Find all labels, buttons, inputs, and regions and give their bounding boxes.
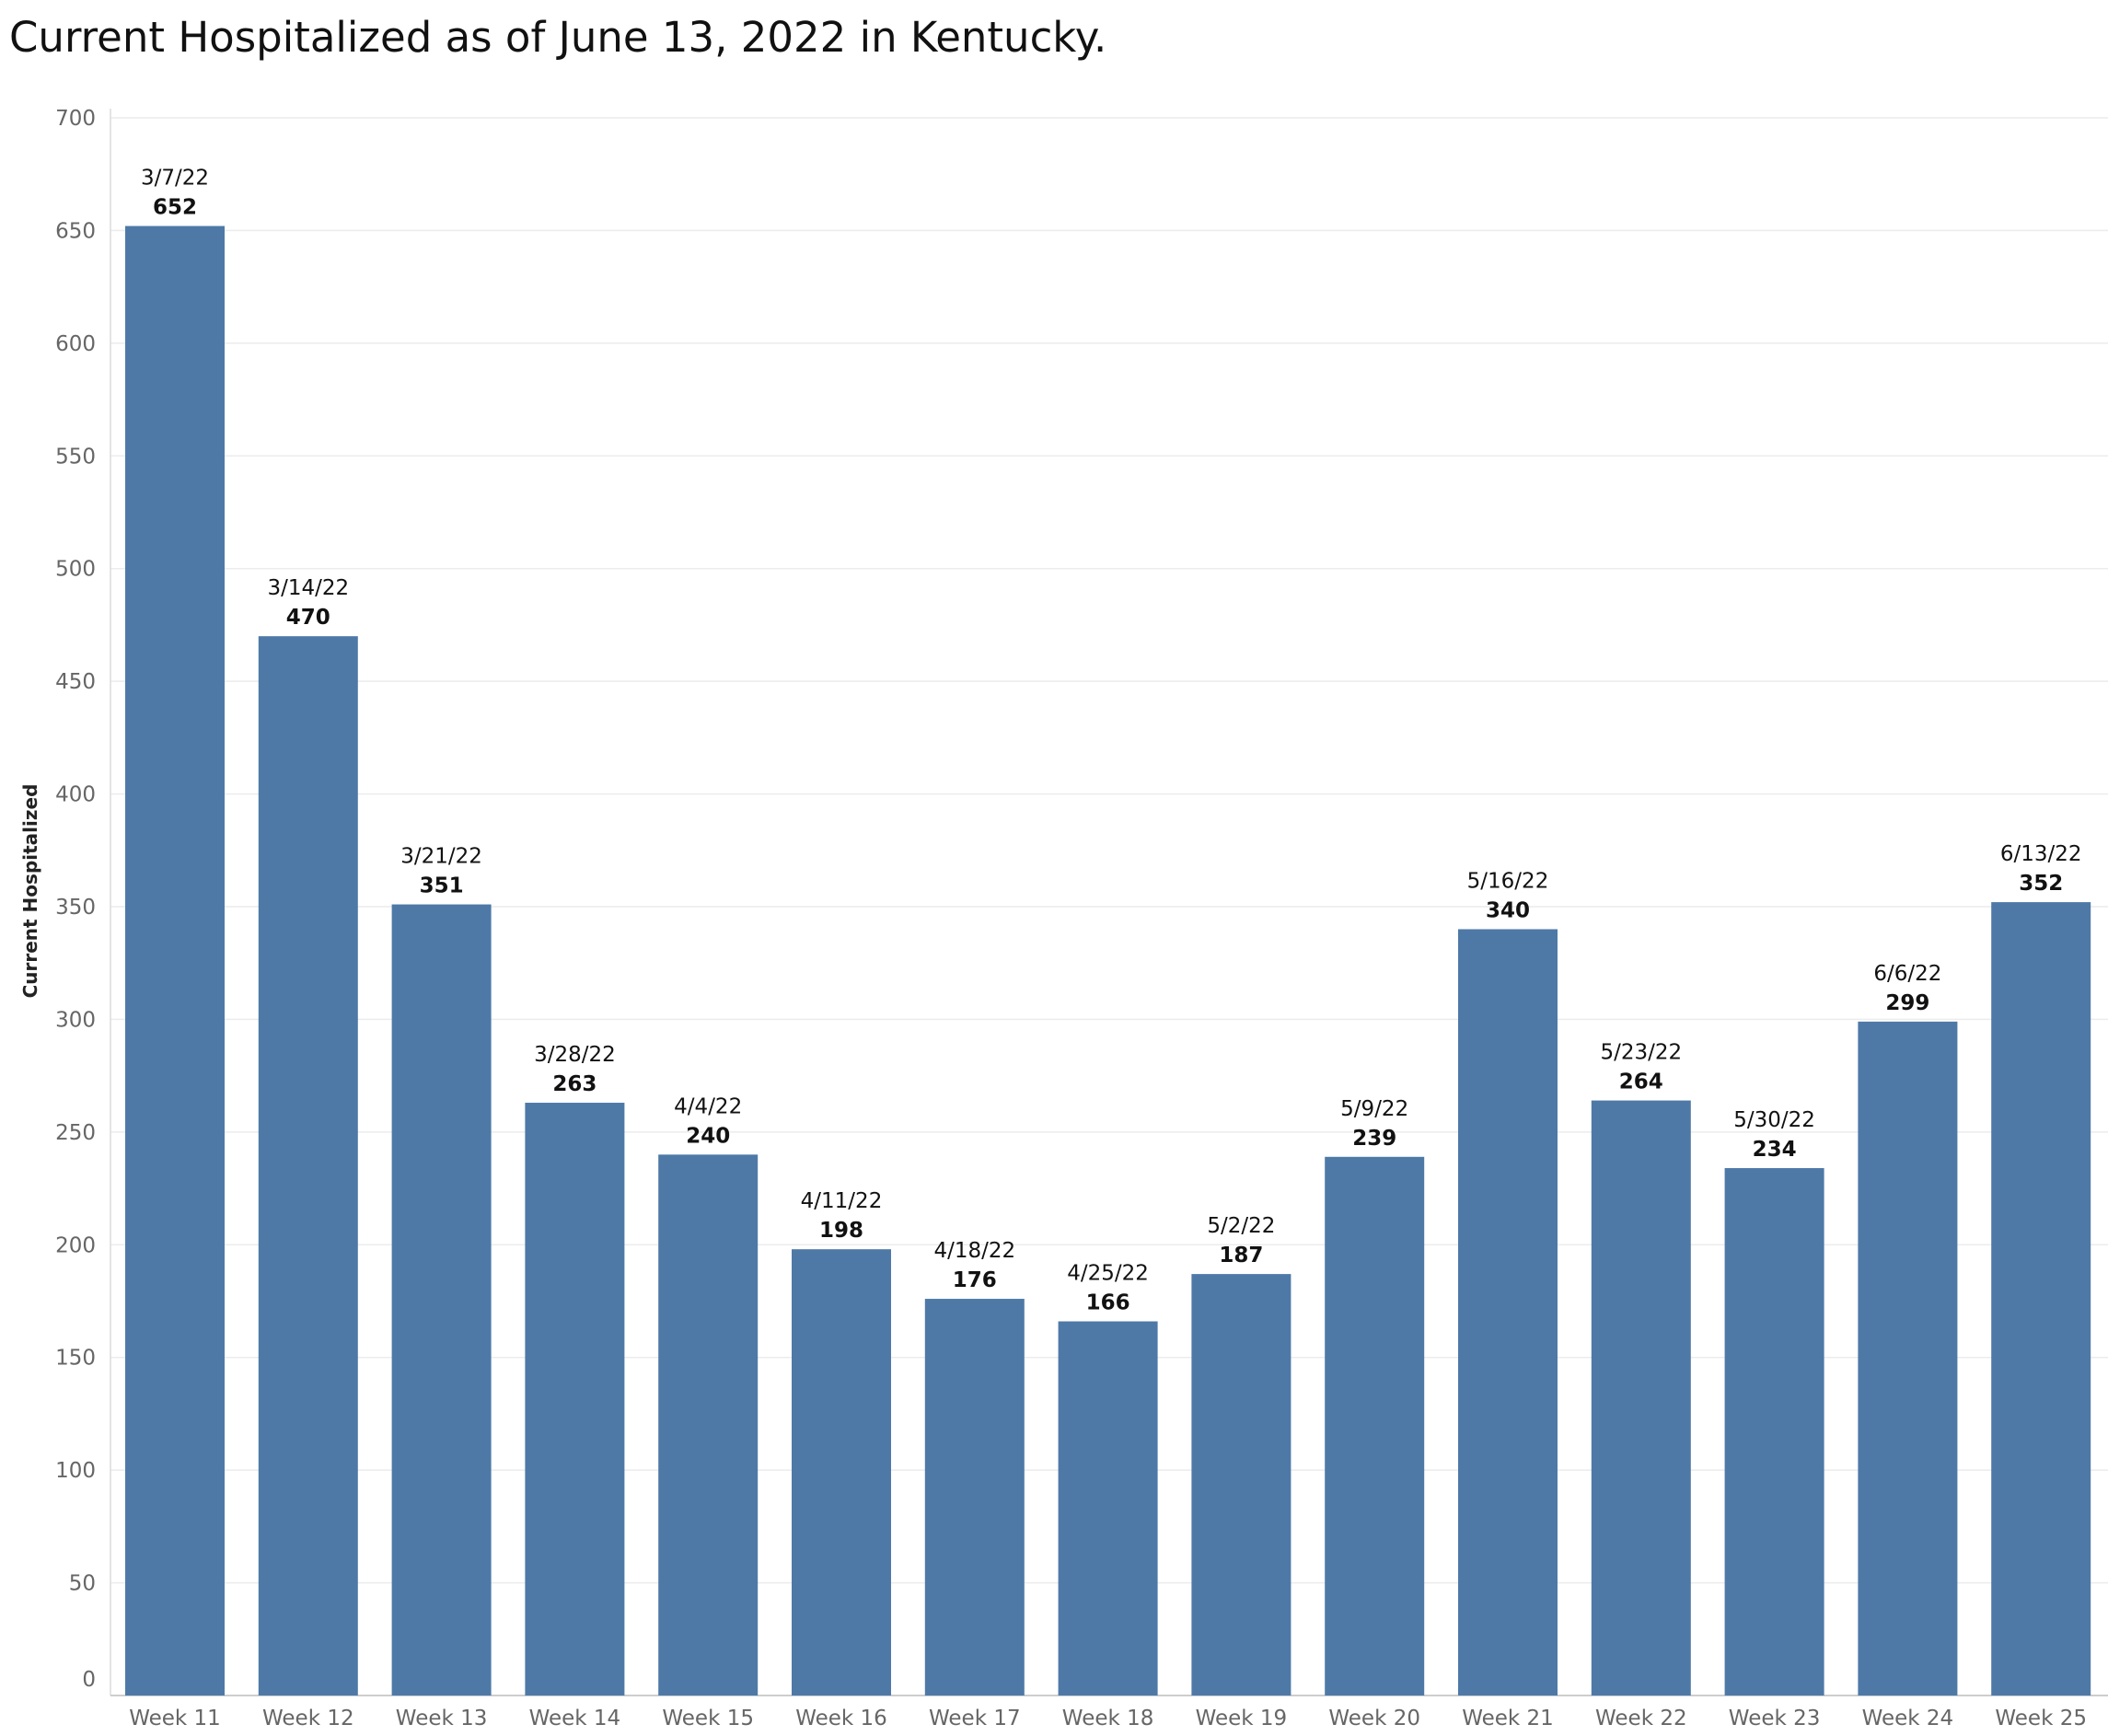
bar-value-label: 340 bbox=[1486, 898, 1530, 922]
bar-value-label: 263 bbox=[552, 1072, 596, 1096]
x-tick-label: Week 17 bbox=[929, 1707, 1021, 1730]
x-tick-label: Week 25 bbox=[1995, 1707, 2087, 1730]
bar-value-label: 264 bbox=[1619, 1071, 1663, 1094]
bar-date-label: 4/11/22 bbox=[801, 1189, 883, 1213]
y-tick-label: 650 bbox=[55, 219, 96, 243]
bar bbox=[1591, 1100, 1691, 1695]
bar-value-label: 240 bbox=[686, 1124, 730, 1148]
bar-date-label: 5/9/22 bbox=[1340, 1097, 1408, 1121]
chart-title: Current Hospitalized as of June 13, 2022… bbox=[9, 13, 1107, 62]
bar-date-label: 3/21/22 bbox=[400, 845, 482, 869]
y-tick-label: 100 bbox=[55, 1459, 96, 1483]
bar-date-label: 5/30/22 bbox=[1733, 1108, 1815, 1132]
x-tick-label: Week 13 bbox=[396, 1707, 488, 1730]
bar bbox=[1858, 1021, 1958, 1695]
bars bbox=[125, 226, 2091, 1696]
y-tick-label: 550 bbox=[55, 445, 96, 469]
bar-value-label: 198 bbox=[819, 1219, 863, 1243]
bar-value-label: 299 bbox=[1885, 991, 1929, 1015]
y-axis-title: Current Hospitalized bbox=[19, 784, 41, 999]
bar-date-label: 4/4/22 bbox=[674, 1094, 742, 1118]
bar-date-label: 4/25/22 bbox=[1067, 1262, 1149, 1286]
x-tick-label: Week 12 bbox=[262, 1707, 354, 1730]
bar-value-label: 652 bbox=[153, 196, 197, 220]
bar-date-label: 4/18/22 bbox=[933, 1239, 1015, 1263]
x-tick-label: Week 22 bbox=[1595, 1707, 1687, 1730]
x-tick-label: Week 21 bbox=[1462, 1707, 1554, 1730]
y-tick-label: 350 bbox=[55, 896, 96, 920]
bar-date-label: 5/16/22 bbox=[1467, 869, 1549, 893]
bar bbox=[525, 1103, 625, 1695]
y-tick-label: 50 bbox=[69, 1572, 96, 1596]
bar-value-label: 234 bbox=[1753, 1138, 1797, 1162]
bar bbox=[125, 226, 225, 1695]
bar bbox=[1058, 1321, 1158, 1695]
bar-value-label: 352 bbox=[2019, 872, 2063, 896]
x-tick-label: Week 18 bbox=[1062, 1707, 1154, 1730]
x-axis-ticks: Week 11 Week 12 Week 13 Week 14 Week 15 Week … bbox=[129, 1707, 2087, 1730]
x-tick-label: Week 14 bbox=[529, 1707, 621, 1730]
x-tick-label: Week 15 bbox=[662, 1707, 754, 1730]
y-tick-label: 0 bbox=[82, 1668, 96, 1692]
bar-value-label: 166 bbox=[1086, 1291, 1130, 1315]
y-tick-label: 200 bbox=[55, 1233, 96, 1257]
bar-date-label: 3/28/22 bbox=[534, 1043, 616, 1067]
y-tick-label: 700 bbox=[55, 107, 96, 131]
bar bbox=[1991, 902, 2091, 1695]
bar bbox=[258, 636, 358, 1696]
x-tick-label: Week 11 bbox=[129, 1707, 221, 1730]
bar bbox=[1191, 1274, 1291, 1695]
bar-value-label: 187 bbox=[1219, 1244, 1263, 1267]
bar bbox=[1325, 1156, 1425, 1695]
x-tick-label: Week 16 bbox=[795, 1707, 887, 1730]
y-tick-label: 500 bbox=[55, 558, 96, 582]
bar-value-label: 470 bbox=[286, 606, 330, 630]
data-labels: 3/7/22 652 3/14/22 470 3/21/22 351 3/28/22 263 4… bbox=[141, 167, 2082, 1315]
y-tick-label: 250 bbox=[55, 1121, 96, 1145]
bar bbox=[1724, 1168, 1824, 1695]
y-tick-label: 150 bbox=[55, 1347, 96, 1371]
bar-value-label: 176 bbox=[953, 1268, 997, 1292]
bar bbox=[792, 1249, 891, 1695]
bar bbox=[924, 1299, 1025, 1695]
bar-value-label: 239 bbox=[1352, 1127, 1396, 1151]
x-tick-label: Week 24 bbox=[1862, 1707, 1954, 1730]
bar-date-label: 3/14/22 bbox=[267, 576, 349, 600]
x-tick-label: Week 23 bbox=[1729, 1707, 1821, 1730]
bar-date-label: 5/23/22 bbox=[1600, 1041, 1682, 1065]
x-tick-label: Week 20 bbox=[1328, 1707, 1420, 1730]
y-tick-label: 400 bbox=[55, 783, 96, 807]
y-tick-label: 300 bbox=[55, 1008, 96, 1032]
y-axis-ticks: 0 50 100 150 200 250 300 350 400 450 500 550 600 650 7… bbox=[55, 107, 96, 1692]
bar bbox=[391, 904, 492, 1695]
y-tick-label: 600 bbox=[55, 332, 96, 356]
y-tick-label: 450 bbox=[55, 670, 96, 694]
bar-value-label: 351 bbox=[420, 874, 464, 898]
bar-date-label: 5/2/22 bbox=[1207, 1214, 1275, 1238]
bar bbox=[1458, 929, 1558, 1695]
bar-date-label: 3/7/22 bbox=[141, 167, 209, 191]
bar-date-label: 6/6/22 bbox=[1873, 962, 1941, 986]
bar-date-label: 6/13/22 bbox=[2000, 842, 2082, 866]
bar bbox=[658, 1154, 759, 1695]
x-tick-label: Week 19 bbox=[1196, 1707, 1288, 1730]
